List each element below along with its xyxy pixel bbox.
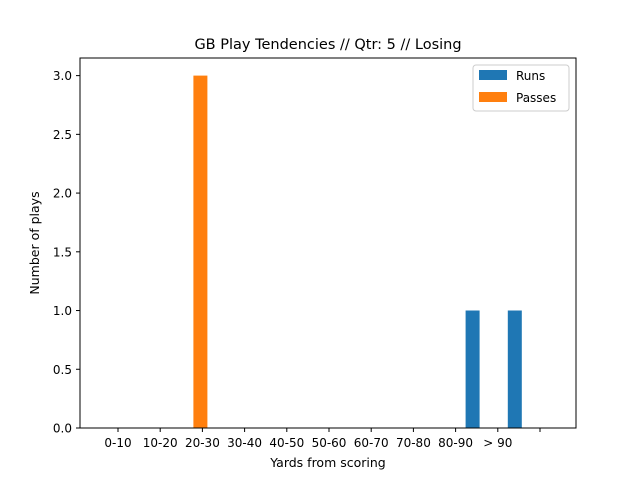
legend: Runs Passes xyxy=(472,64,570,112)
x-tick-label: 40-50 xyxy=(269,436,304,450)
bars-group xyxy=(193,75,522,428)
y-tick-label: 3.0 xyxy=(53,69,72,83)
legend-swatch-passes xyxy=(479,92,507,102)
x-tick-label: 60-70 xyxy=(354,436,389,450)
y-tick-label: 0.5 xyxy=(53,363,72,377)
bar-passes-20-30 xyxy=(193,75,208,428)
chart-title: GB Play Tendencies // Qtr: 5 // Losing xyxy=(194,37,461,53)
x-tick-label: 20-30 xyxy=(185,436,220,450)
plot-frame xyxy=(79,57,577,429)
y-axis-label: Number of plays xyxy=(27,191,42,294)
x-tick-label: 70-80 xyxy=(396,436,431,450)
x-axis-label: Yards from scoring xyxy=(269,455,385,470)
y-tick-label: 2.5 xyxy=(53,128,72,142)
legend-label-runs: Runs xyxy=(516,69,545,83)
y-axis: 0.0 0.5 1.0 1.5 2.0 2.5 3.0 xyxy=(53,69,80,436)
y-tick-label: 0.0 xyxy=(53,422,72,436)
legend-label-passes: Passes xyxy=(516,91,556,105)
y-tick-label: 2.0 xyxy=(53,187,72,201)
x-tick-label: 30-40 xyxy=(227,436,262,450)
x-tick-label: 80-90 xyxy=(438,436,473,450)
x-tick-label: 10-20 xyxy=(143,436,178,450)
bar-runs-80-90 xyxy=(465,310,480,428)
y-tick-label: 1.0 xyxy=(53,304,72,318)
y-tick-label: 1.5 xyxy=(53,245,72,259)
x-tick-label: 0-10 xyxy=(104,436,131,450)
bar-runs-> 90 xyxy=(507,310,522,428)
legend-swatch-runs xyxy=(479,70,507,80)
x-axis: 0-10 10-20 20-30 30-40 40-50 50-60 60-70 70-80 8… xyxy=(104,428,541,450)
x-tick-label: > 90 xyxy=(483,436,512,450)
x-tick-label: 50-60 xyxy=(312,436,347,450)
